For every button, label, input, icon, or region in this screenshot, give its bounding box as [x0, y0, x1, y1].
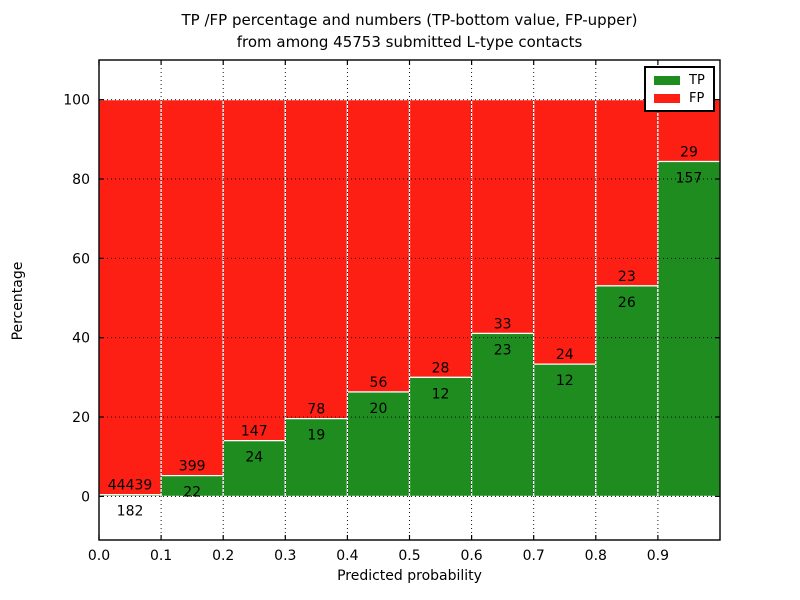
fp-count-label: 44439	[108, 478, 153, 494]
fp-count-label: 29	[680, 145, 698, 161]
tp-bar-segment	[595, 285, 659, 497]
tp-count-label: 19	[307, 428, 325, 444]
tp-count-label: 24	[245, 450, 263, 466]
chart-title-line1: TP /FP percentage and numbers (TP-bottom…	[181, 11, 638, 29]
y-tick-label: 80	[72, 172, 90, 188]
tp-bar-segment	[346, 391, 411, 497]
tp-count-label: 23	[494, 342, 512, 358]
y-tick-label: 40	[72, 331, 90, 347]
y-tick-label: 0	[81, 489, 90, 505]
x-tick-label: 0.9	[647, 548, 669, 564]
tp-count-label: 22	[183, 485, 201, 501]
y-tick-label: 60	[72, 251, 90, 267]
x-tick-label: 0.3	[274, 548, 296, 564]
fp-count-label: 28	[432, 360, 450, 376]
chart-title-line2: from among 45753 submitted L-type contac…	[236, 33, 583, 51]
x-tick-label: 0.8	[585, 548, 607, 564]
x-tick-label: 0.5	[398, 548, 420, 564]
fp-bar-segment	[346, 99, 411, 393]
legend: TP FP	[644, 66, 715, 112]
tp-bar-segment	[657, 160, 721, 497]
tp-count-label: 157	[676, 171, 703, 187]
x-tick-label: 0.0	[88, 548, 110, 564]
chart-title: TP /FP percentage and numbers (TP-bottom…	[99, 9, 720, 53]
fp-count-label: 24	[556, 347, 574, 363]
fp-bar-segment	[408, 99, 473, 378]
fp-bar-segment	[98, 99, 162, 496]
y-tick-label: 20	[72, 410, 90, 426]
x-tick-label: 0.4	[336, 548, 358, 564]
tp-swatch-icon	[654, 76, 680, 85]
y-axis-label: Percentage	[10, 261, 26, 341]
fp-bar-segment	[471, 99, 535, 335]
x-axis-label: Predicted probability	[337, 568, 482, 584]
legend-label-fp: FP	[689, 91, 705, 106]
fp-count-label: 78	[307, 402, 325, 418]
legend-item-fp: FP	[654, 92, 705, 105]
x-tick-label: 0.7	[523, 548, 545, 564]
tp-bar-segment	[284, 418, 348, 497]
fp-count-label: 33	[494, 316, 512, 332]
legend-item-tp: TP	[654, 74, 705, 87]
y-tick-label: 100	[63, 93, 90, 109]
fp-bar-segment	[284, 99, 348, 420]
tp-count-label: 20	[370, 401, 388, 417]
x-tick-label: 0.6	[460, 548, 482, 564]
fp-swatch-icon	[654, 94, 680, 103]
tp-count-label: 12	[556, 373, 574, 389]
tp-count-label: 182	[117, 504, 144, 520]
fp-count-label: 147	[241, 424, 268, 440]
fp-bar-segment	[160, 99, 224, 477]
fp-bar-segment	[595, 99, 659, 287]
tp-count-label: 12	[432, 386, 450, 402]
tp-bar-segment	[533, 363, 597, 497]
fp-count-label: 56	[370, 375, 388, 391]
fp-bar-segment	[533, 99, 597, 365]
tp-bar-segment	[471, 332, 535, 497]
x-tick-label: 0.1	[150, 548, 172, 564]
fp-count-label: 23	[618, 269, 636, 285]
fp-bar-segment	[222, 99, 286, 442]
x-tick-label: 0.2	[212, 548, 234, 564]
fp-count-label: 399	[179, 459, 206, 475]
legend-label-tp: TP	[689, 73, 705, 88]
tp-count-label: 26	[618, 295, 636, 311]
